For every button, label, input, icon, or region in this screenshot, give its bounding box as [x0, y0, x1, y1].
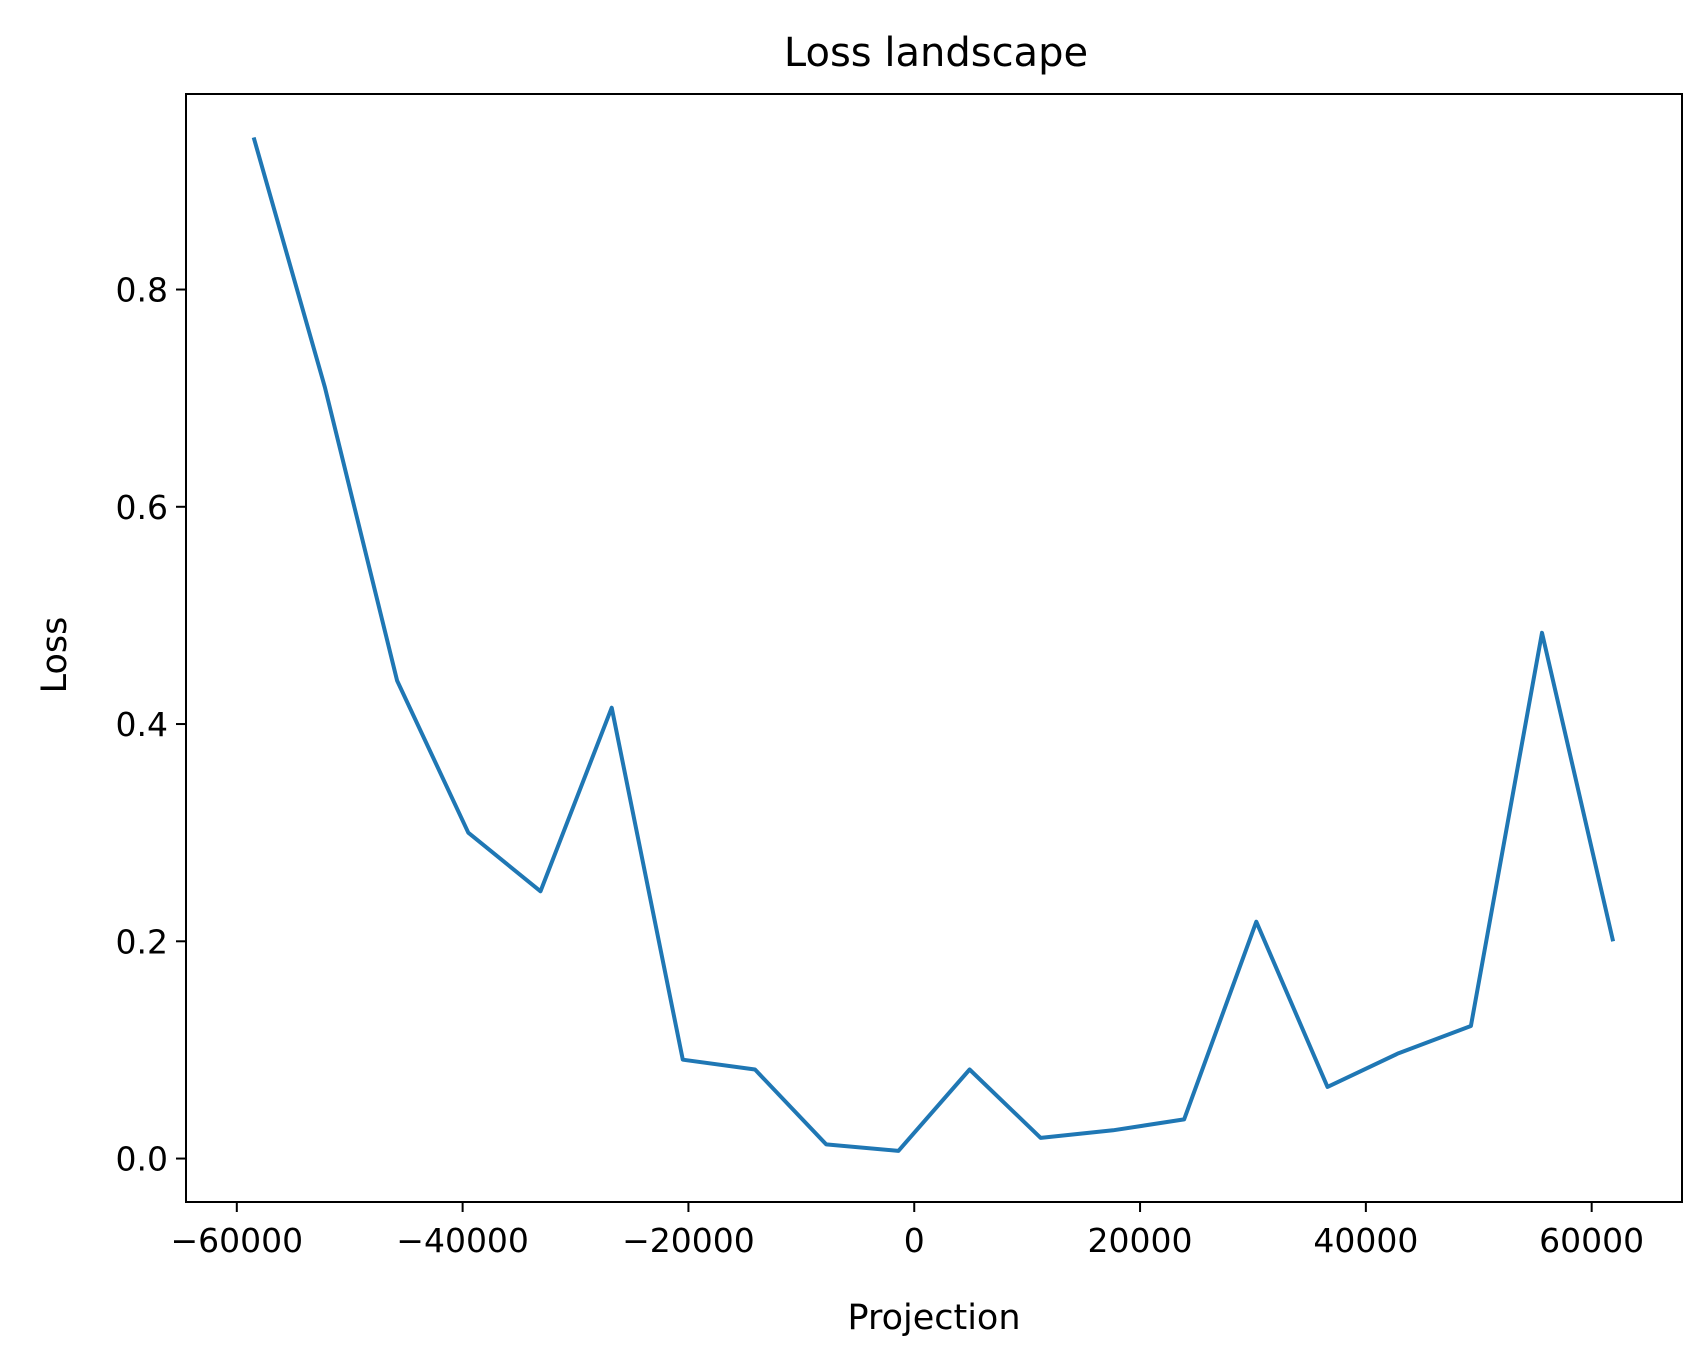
y-tick-label: 0.6	[116, 488, 168, 527]
y-tick-label: 0.4	[116, 705, 168, 744]
chart-title: Loss landscape	[784, 30, 1088, 76]
y-tick-label: 0.8	[116, 271, 168, 310]
x-axis-ticks: −60000 −40000 −20000 0 20000 40000 60000	[170, 1202, 1644, 1260]
plot-area	[185, 93, 1683, 1203]
x-tick-label: −20000	[622, 1221, 755, 1260]
x-tick-label: 40000	[1313, 1221, 1418, 1260]
loss-series-line	[251, 136, 1616, 1153]
y-tick-label: 0.0	[116, 1140, 168, 1179]
y-tick-label: 0.2	[116, 922, 168, 961]
x-tick-label: 20000	[1088, 1221, 1193, 1260]
plot-frame	[185, 93, 1683, 1203]
x-tick-label: 60000	[1539, 1221, 1644, 1260]
x-axis-label: Projection	[847, 1298, 1020, 1338]
x-tick-label: −40000	[396, 1221, 529, 1260]
x-tick-label: −60000	[170, 1221, 303, 1260]
y-axis-label: Loss	[35, 617, 75, 694]
series-layer	[251, 136, 1616, 1153]
x-tick-label: 0	[904, 1221, 925, 1260]
y-axis-ticks: 0.0 0.2 0.4 0.6 0.8	[116, 271, 186, 1179]
